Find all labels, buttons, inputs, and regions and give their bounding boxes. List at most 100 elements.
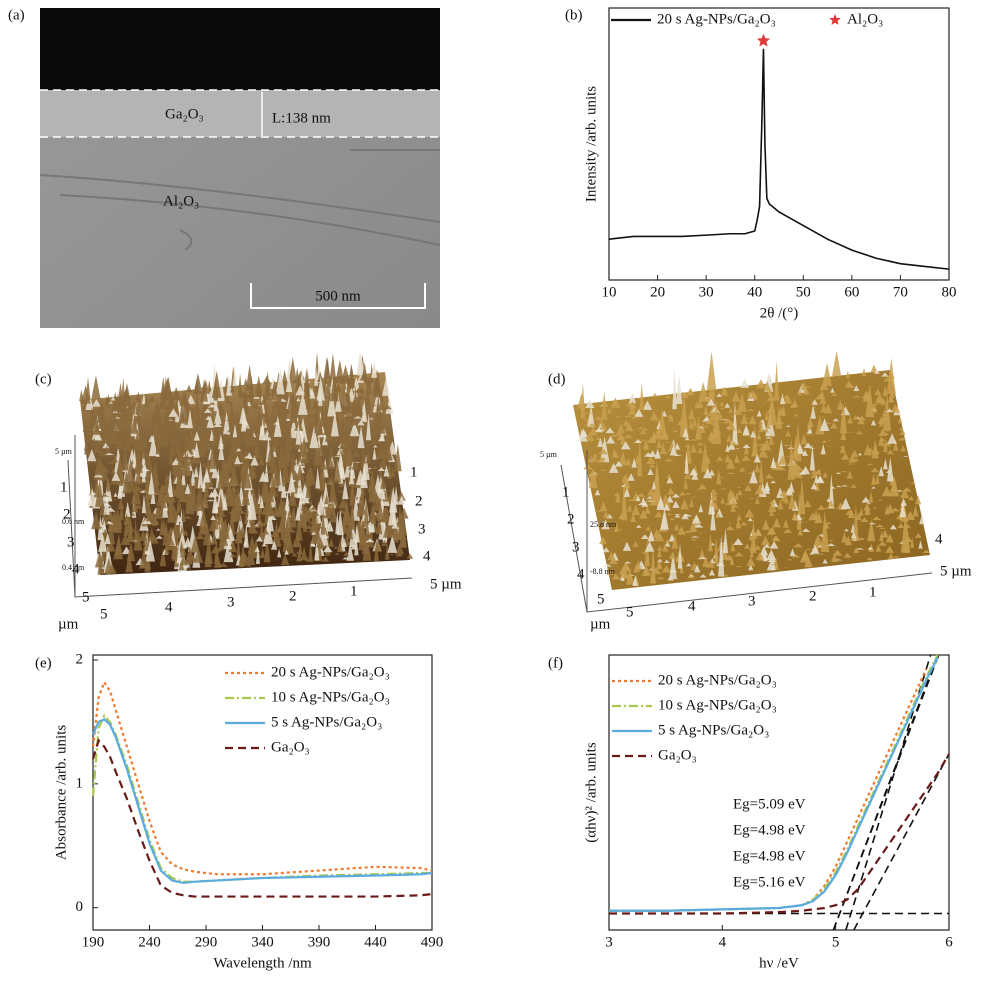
afm-peak <box>342 479 349 500</box>
afm-peak <box>708 455 714 456</box>
afm-peak <box>672 500 680 508</box>
afm-peak <box>307 418 312 443</box>
afm-peak <box>852 414 860 420</box>
afm-peak <box>813 534 823 546</box>
axis-tick-label: 3 <box>227 594 235 610</box>
series-line <box>608 48 950 270</box>
afm-peak <box>861 367 867 377</box>
afm-peak <box>728 407 734 413</box>
afm-peak <box>798 476 806 515</box>
axis-tick-label: 2 <box>809 588 817 604</box>
afm-peak <box>360 458 367 464</box>
afm-peak <box>193 431 200 441</box>
afm-peak <box>589 468 597 480</box>
afm-peak <box>697 555 707 560</box>
legend-label: Ga₂O₃ <box>658 747 697 763</box>
afm-peak <box>710 505 716 531</box>
afm-peak <box>628 403 637 416</box>
afm-peak <box>908 496 915 501</box>
afm-peak <box>661 564 671 573</box>
afm-peak <box>169 414 178 434</box>
afm-peak <box>123 411 129 435</box>
layer-label: Ga₂O₃ <box>165 106 204 122</box>
afm-peak <box>640 496 646 505</box>
afm-peak <box>359 528 365 546</box>
afm-peak <box>353 523 360 543</box>
afm-peak <box>617 422 625 434</box>
afm-peak <box>241 419 251 429</box>
afm-peak <box>783 528 793 533</box>
afm-peak <box>780 492 789 502</box>
afm-peak <box>380 477 387 489</box>
afm-peak <box>363 386 371 410</box>
afm-peak <box>777 499 784 510</box>
afm-peak <box>388 489 395 491</box>
afm-peak <box>362 546 370 548</box>
afm-peak <box>289 418 299 439</box>
axis-tick-label: 4 <box>688 598 696 614</box>
afm-peak <box>389 486 398 513</box>
afm-peak <box>605 427 615 434</box>
x-axis-label: Wavelength /nm <box>213 955 312 971</box>
afm-peak <box>217 512 223 513</box>
afm-peak <box>203 522 212 546</box>
afm-peak <box>292 538 297 548</box>
afm-peak <box>176 452 182 475</box>
afm-peak <box>132 496 139 513</box>
afm-peak <box>653 511 664 518</box>
afm-peak <box>91 438 98 445</box>
afm-peak <box>329 375 339 402</box>
afm-peak <box>91 492 97 495</box>
afm-peak <box>380 507 388 522</box>
afm-peak <box>716 393 723 397</box>
axis-tick-label: 2 <box>567 511 575 527</box>
afm-peak <box>840 485 850 487</box>
afm-peak <box>118 422 125 424</box>
afm-peak <box>271 540 278 550</box>
afm-peak <box>300 463 306 466</box>
afm-peak <box>296 471 303 499</box>
afm-peak <box>689 438 699 441</box>
afm-peak <box>350 484 356 504</box>
afm-peak <box>719 476 725 478</box>
afm-peak <box>308 529 313 533</box>
band-gap-label: Eg=4.98 eV <box>733 822 806 838</box>
afm-peak <box>744 418 753 420</box>
afm-peak <box>751 449 757 457</box>
afm-peak <box>768 433 774 445</box>
afm-peak <box>314 536 320 561</box>
afm-peak <box>820 510 830 553</box>
afm-peak <box>609 434 618 438</box>
afm-peak <box>333 545 338 549</box>
afm-peak <box>343 551 350 556</box>
afm-peak <box>677 526 686 535</box>
afm-peak <box>193 548 204 563</box>
afm-peak <box>866 386 876 388</box>
afm-peak <box>853 385 860 391</box>
afm-peak <box>195 533 205 539</box>
afm-peak <box>668 551 676 560</box>
afm-peak <box>262 478 269 497</box>
afm-peak <box>902 456 909 458</box>
afm-peak <box>740 412 748 425</box>
afm-peak <box>357 373 365 383</box>
afm-peak <box>738 467 746 472</box>
afm-peak <box>259 399 267 405</box>
afm-peak <box>297 392 308 415</box>
afm-peak <box>285 491 290 512</box>
afm-peak <box>278 468 283 492</box>
afm-peak <box>830 553 838 562</box>
afm-peak <box>873 369 880 374</box>
afm-peak <box>282 529 290 552</box>
afm-peak <box>902 544 910 554</box>
afm-peak <box>295 422 301 445</box>
afm-peak <box>785 425 791 427</box>
afm-peak <box>905 510 916 520</box>
afm-peak <box>356 492 366 515</box>
afm-peak <box>611 451 620 458</box>
afm-peak <box>753 454 761 463</box>
afm-peak <box>175 518 180 526</box>
afm-peak <box>750 392 759 398</box>
band-gap-label: Eg=5.09 eV <box>733 796 806 812</box>
